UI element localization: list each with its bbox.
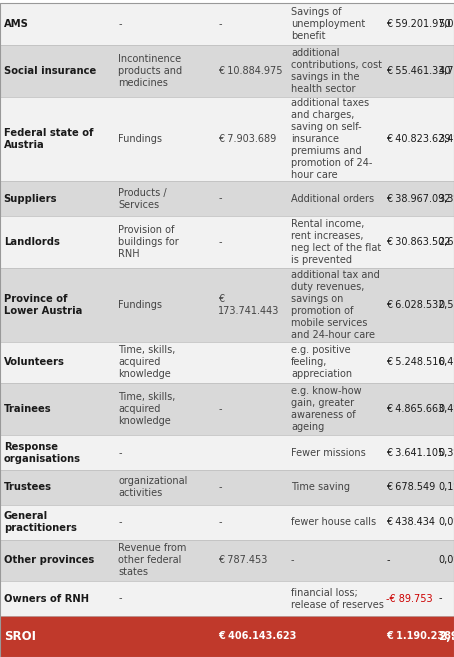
Text: Suppliers: Suppliers <box>4 194 57 204</box>
Text: -: - <box>218 482 222 493</box>
Text: € 5.248.516: € 5.248.516 <box>386 357 445 367</box>
Text: € 40.823.629: € 40.823.629 <box>386 134 451 144</box>
Text: additional tax and
duty revenues,
savings on
promotion of
mobile services
and 24: additional tax and duty revenues, saving… <box>291 270 380 340</box>
Text: 5,0%: 5,0% <box>439 19 454 29</box>
Text: 3,4%: 3,4% <box>439 134 454 144</box>
Text: 4,7%: 4,7% <box>439 66 454 76</box>
Text: €
173.741.443: € 173.741.443 <box>218 294 280 316</box>
Text: organizational
activities: organizational activities <box>118 476 188 499</box>
Text: Response
organisations: Response organisations <box>4 442 81 464</box>
Text: Incontinence
products and
medicines: Incontinence products and medicines <box>118 54 183 88</box>
Text: -: - <box>439 593 442 604</box>
Text: € 59.201.970: € 59.201.970 <box>386 19 451 29</box>
Text: additional
contributions, cost
savings in the
health sector: additional contributions, cost savings i… <box>291 48 382 94</box>
Text: SROI: SROI <box>4 630 35 643</box>
Text: 0,5%: 0,5% <box>439 300 454 310</box>
Text: 0,0%: 0,0% <box>439 517 454 527</box>
Text: Rental income,
rent increases,
neg lect of the flat
is prevented: Rental income, rent increases, neg lect … <box>291 219 381 265</box>
Text: Time, skills,
acquired
knowledge: Time, skills, acquired knowledge <box>118 346 176 379</box>
Text: € 10.884.975: € 10.884.975 <box>218 66 283 76</box>
Text: AMS: AMS <box>4 19 29 29</box>
Text: 2,6%: 2,6% <box>439 237 454 247</box>
Text: Trustees: Trustees <box>4 482 52 493</box>
Text: -: - <box>118 447 122 458</box>
Bar <box>0 470 454 505</box>
Bar <box>0 268 454 342</box>
Text: € 38.967.092: € 38.967.092 <box>386 194 451 204</box>
Bar <box>0 97 454 181</box>
Bar <box>0 505 454 539</box>
Bar <box>0 539 454 581</box>
Text: -: - <box>118 593 122 604</box>
Text: € 787.453: € 787.453 <box>218 555 268 566</box>
Text: € 55.461.330: € 55.461.330 <box>386 66 451 76</box>
Bar <box>0 3 454 45</box>
Text: Owners of RNH: Owners of RNH <box>4 593 89 604</box>
Text: Time, skills,
acquired
knowledge: Time, skills, acquired knowledge <box>118 392 176 426</box>
Text: € 1.190.238.091: € 1.190.238.091 <box>386 631 454 641</box>
Text: -: - <box>218 19 222 29</box>
Text: e.g. know-how
gain, greater
awareness of
ageing: e.g. know-how gain, greater awareness of… <box>291 386 362 432</box>
Text: -: - <box>218 237 222 247</box>
Text: € 678.549: € 678.549 <box>386 482 435 493</box>
Text: Other provinces: Other provinces <box>4 555 94 566</box>
Text: € 6.028.532: € 6.028.532 <box>386 300 445 310</box>
Bar <box>0 181 454 216</box>
Text: € 30.863.502: € 30.863.502 <box>386 237 451 247</box>
Text: € 3.641.105: € 3.641.105 <box>386 447 444 458</box>
Bar <box>0 45 454 97</box>
Text: 0,3%: 0,3% <box>439 447 454 458</box>
Text: -: - <box>291 555 295 566</box>
Text: Federal state of
Austria: Federal state of Austria <box>4 128 93 150</box>
Text: € 406.143.623: € 406.143.623 <box>218 631 297 641</box>
Text: Province of
Lower Austria: Province of Lower Austria <box>4 294 82 316</box>
Text: € 7.903.689: € 7.903.689 <box>218 134 276 144</box>
Text: Social insurance: Social insurance <box>4 66 96 76</box>
Text: 0,1%: 0,1% <box>439 482 454 493</box>
Text: fewer house calls: fewer house calls <box>291 517 376 527</box>
Text: -€ 89.753: -€ 89.753 <box>386 593 433 604</box>
Text: 0,0%: 0,0% <box>439 555 454 566</box>
Text: Products /
Services: Products / Services <box>118 187 167 210</box>
Text: 0,4%: 0,4% <box>439 357 454 367</box>
Bar <box>0 216 454 268</box>
Text: 3,3%: 3,3% <box>439 194 454 204</box>
Text: -: - <box>218 517 222 527</box>
Text: -: - <box>386 555 390 566</box>
Text: -: - <box>218 194 222 204</box>
Text: 2,93: 2,93 <box>439 630 454 643</box>
Text: Fundings: Fundings <box>118 134 163 144</box>
Bar <box>0 581 454 616</box>
Text: e.g. positive
feeling,
appreciation: e.g. positive feeling, appreciation <box>291 346 352 379</box>
Bar <box>0 436 454 470</box>
Text: Time saving: Time saving <box>291 482 350 493</box>
Text: Provision of
buildings for
RNH: Provision of buildings for RNH <box>118 225 179 259</box>
Text: additional taxes
and charges,
saving on self-
insurance
premiums and
promotion o: additional taxes and charges, saving on … <box>291 98 372 180</box>
Text: financial loss;
release of reserves: financial loss; release of reserves <box>291 587 384 610</box>
Text: -: - <box>118 517 122 527</box>
Bar <box>0 342 454 383</box>
Text: Volunteers: Volunteers <box>4 357 64 367</box>
Bar <box>0 616 454 657</box>
Text: Fundings: Fundings <box>118 300 163 310</box>
Text: Additional orders: Additional orders <box>291 194 374 204</box>
Text: € 438.434: € 438.434 <box>386 517 435 527</box>
Text: Landlords: Landlords <box>4 237 59 247</box>
Text: -: - <box>218 404 222 414</box>
Text: -: - <box>118 19 122 29</box>
Text: 0,4%: 0,4% <box>439 404 454 414</box>
Text: Fewer missions: Fewer missions <box>291 447 366 458</box>
Text: Savings of
unemployment
benefit: Savings of unemployment benefit <box>291 7 365 41</box>
Text: Trainees: Trainees <box>4 404 51 414</box>
Text: Revenue from
other federal
states: Revenue from other federal states <box>118 543 187 578</box>
Text: General
practitioners: General practitioners <box>4 511 77 533</box>
Text: € 4.865.663: € 4.865.663 <box>386 404 444 414</box>
Bar <box>0 383 454 436</box>
